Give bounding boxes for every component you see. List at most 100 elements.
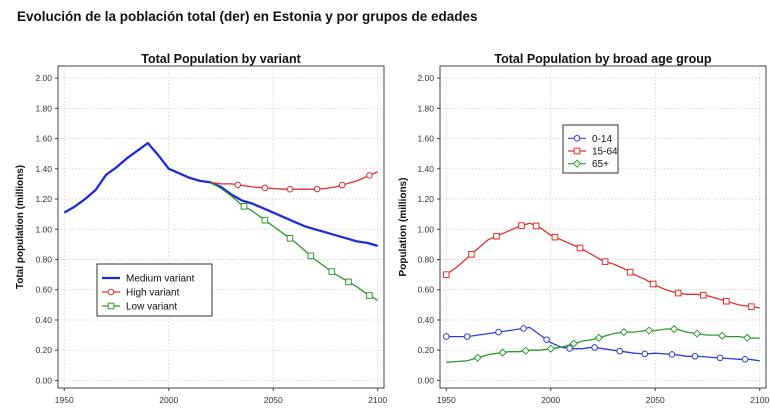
x-tick-label: 2050: [264, 395, 283, 405]
data-point: [748, 303, 755, 310]
series-line: [63, 141, 379, 248]
data-point: [692, 329, 702, 338]
series-line: [446, 326, 760, 362]
y-tick-label: 1.60: [35, 134, 52, 144]
y-tick-label: 1.40: [417, 164, 434, 174]
y-tick-label: 0.60: [35, 285, 52, 295]
data-point: [313, 185, 321, 193]
data-point: [463, 333, 471, 340]
y-axis-label: Population (millions): [398, 178, 409, 277]
y-tick-label: 1.80: [35, 103, 52, 113]
chart-title: Total Population by broad age group: [494, 52, 711, 66]
y-tick-label: 1.20: [417, 194, 434, 204]
series-high-variant: [210, 171, 378, 193]
data-point: [641, 350, 649, 358]
data-point: [366, 292, 373, 299]
data-point: [668, 351, 676, 358]
data-point: [345, 278, 352, 286]
data-point: [442, 333, 450, 340]
y-tick-label: 2.00: [417, 73, 434, 83]
data-point: [366, 172, 373, 179]
x-tick-label: 1950: [437, 395, 456, 405]
legend-marker: [107, 302, 115, 310]
data-point: [616, 347, 624, 355]
legend-marker: [572, 159, 582, 168]
data-point: [518, 222, 525, 229]
y-tick-label: 1.80: [417, 103, 434, 113]
legend-box: [562, 124, 619, 174]
data-point: [240, 202, 248, 210]
data-point: [520, 325, 527, 332]
data-point: [498, 348, 507, 357]
y-tick-label: 1.20: [35, 194, 52, 204]
y-tick-label: 2.00: [35, 73, 52, 83]
y-tick-label: 0.40: [35, 315, 52, 325]
data-point: [691, 352, 699, 360]
legend-label: High variant: [126, 288, 180, 299]
data-point: [594, 333, 603, 342]
y-axis-label: Total population (millions): [15, 165, 26, 289]
data-point: [626, 268, 634, 276]
data-point: [468, 251, 475, 258]
data-point: [674, 289, 682, 297]
legend-label: Medium variant: [126, 274, 195, 285]
legend-label: 15-64: [592, 147, 618, 158]
y-tick-label: 0.40: [417, 315, 434, 325]
y-tick-label: 0.20: [35, 345, 52, 355]
data-point: [546, 344, 555, 353]
data-point: [722, 297, 730, 305]
data-point: [495, 328, 502, 336]
data-point: [286, 185, 294, 193]
plot-frame: [439, 65, 767, 389]
data-point: [338, 181, 346, 189]
data-point: [261, 216, 269, 224]
y-tick-label: 1.00: [35, 224, 52, 234]
data-point: [307, 252, 315, 260]
grid: [440, 66, 766, 388]
data-point: [644, 326, 654, 335]
data-point: [601, 258, 609, 265]
x-tick-label: 2000: [541, 395, 560, 405]
data-point: [473, 353, 482, 362]
y-tick-label: 1.60: [417, 134, 434, 144]
data-point: [569, 339, 578, 348]
data-point: [591, 344, 598, 351]
y-tick-label: 0.00: [417, 375, 434, 385]
data-point: [566, 345, 573, 352]
legend-marker: [573, 135, 581, 142]
series-0-14: [442, 325, 760, 363]
data-point: [532, 222, 540, 230]
legend-label: 0-14: [592, 134, 612, 145]
y-tick-label: 0.60: [417, 285, 434, 295]
data-point: [669, 324, 679, 334]
x-tick-label: 2000: [159, 395, 178, 405]
data-point: [576, 244, 584, 252]
grid: [58, 66, 384, 388]
data-point: [619, 327, 629, 337]
page-heading: Evolución de la población total (der) en…: [17, 9, 478, 24]
x-tick-label: 2050: [646, 395, 665, 405]
data-point: [718, 331, 727, 340]
data-point: [543, 336, 550, 343]
chart-title: Total Population by variant: [141, 52, 301, 66]
y-tick-label: 0.20: [417, 345, 434, 355]
data-point: [700, 291, 707, 299]
data-point: [493, 232, 500, 240]
plot-frame: [57, 65, 385, 389]
x-tick-label: 2100: [368, 395, 387, 405]
y-tick-label: 0.80: [417, 255, 434, 265]
legend-marker: [107, 288, 115, 296]
data-point: [716, 354, 724, 362]
legend-label: 65+: [592, 159, 609, 170]
x-tick-label: 1950: [55, 395, 74, 405]
data-point: [234, 181, 242, 189]
legend-marker: [573, 147, 581, 155]
series-low-variant: [210, 181, 379, 301]
data-point: [442, 271, 450, 278]
x-tick-label: 2100: [750, 395, 769, 405]
series-65-: [446, 324, 760, 363]
y-tick-label: 1.00: [417, 224, 434, 234]
data-point: [649, 280, 657, 288]
